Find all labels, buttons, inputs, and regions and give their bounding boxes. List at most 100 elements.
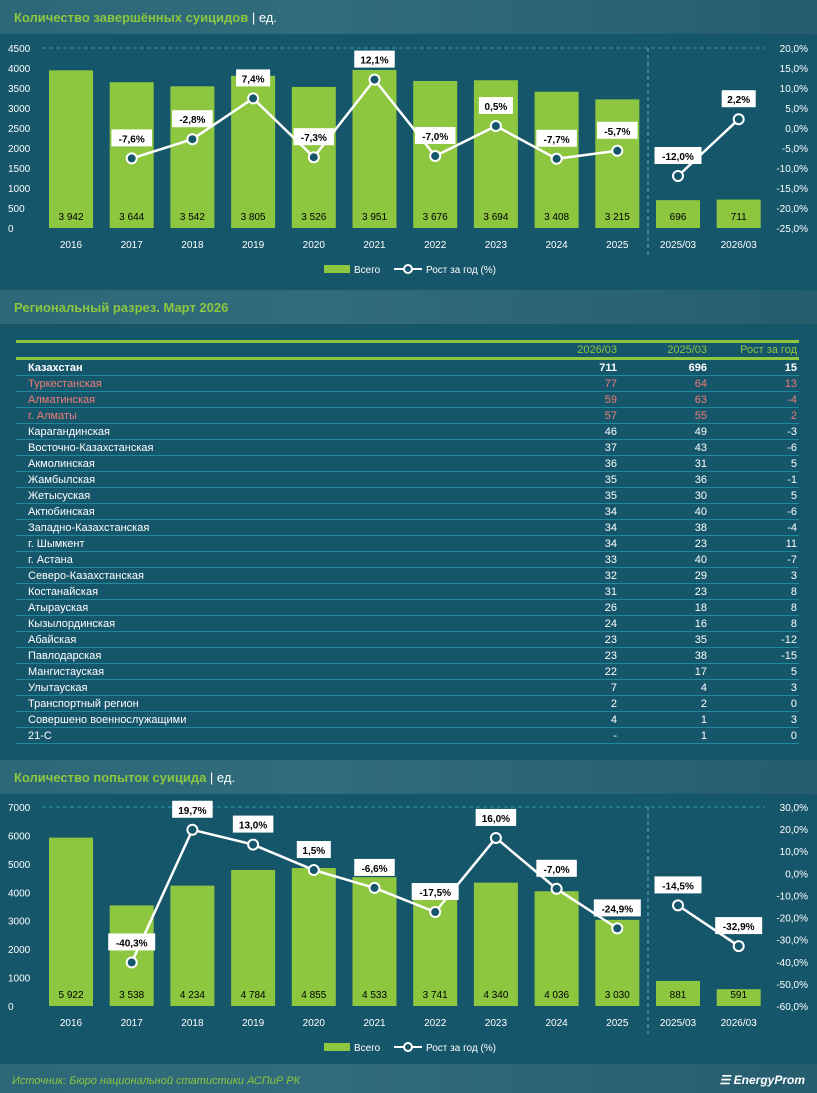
y-tick-label: 500 [8,204,25,215]
bar-value-label: 4 234 [180,990,205,1001]
y-tick-label: 1500 [8,164,31,175]
y2-tick-label: -15,0% [776,184,808,195]
x-tick-label: 2026/03 [721,1018,758,1029]
growth-label: 16,0% [482,814,510,825]
y-tick-label: 0 [8,1002,14,1013]
table-cell: 43 [619,439,709,456]
y2-tick-label: -20,0% [776,914,808,925]
table-cell: Кызылординская [16,615,535,632]
growth-point [489,831,502,844]
growth-label: -6,6% [361,864,387,875]
table-row: Жетысуская 35 30 5 [16,487,799,504]
table-cell: 2 [709,407,799,424]
table-cell: -15 [709,647,799,664]
table-row: Жамбылская 35 36 -1 [16,471,799,488]
table-cell: 13 [709,375,799,392]
chart2-title: Количество попыток суицида [14,770,207,785]
bar-value-label: 3 676 [423,212,448,223]
table-row: 21-С -1 0 [16,727,799,744]
growth-point [186,823,199,836]
x-tick-label: 2019 [242,240,265,251]
growth-point [125,152,138,165]
data-label-box [721,90,756,108]
y2-tick-label: -10,0% [776,891,808,902]
y-tick-label: 6000 [8,831,31,842]
growth-label: -14,5% [662,881,694,892]
table-row: Карагандинская 46 49 -3 [16,423,799,440]
x-tick-label: 2025/03 [660,240,697,251]
x-tick-label: 2023 [485,240,508,251]
growth-label: 7,4% [242,74,265,85]
bar-value-label: 3 942 [58,212,83,223]
legend-bar-label: Всего [354,1043,381,1054]
bar-value-label: 3 644 [119,212,144,223]
bar-value-label: 3 215 [605,212,630,223]
y2-tick-label: 5,0% [785,104,808,115]
table-cell: 38 [619,519,709,536]
table-cell: Восточно-Казахстанская [16,439,535,456]
table-cell: 23 [535,647,619,664]
y2-tick-label: -60,0% [776,1002,808,1013]
bar-value-label: 591 [730,990,747,1001]
y2-tick-label: 30,0% [780,803,808,814]
table-row: Совершено военнослужащими 4 1 3 [16,711,799,728]
x-tick-label: 2026/03 [721,240,758,251]
growth-label: -7,7% [544,135,570,146]
table-row: Абайская 23 35 -12 [16,631,799,648]
y-tick-label: 7000 [8,803,31,814]
bar [595,99,640,229]
x-tick-label: 2020 [303,1018,326,1029]
bar-value-label: 3 805 [241,212,266,223]
bar-value-label: 3 030 [605,990,630,1001]
x-tick-label: 2018 [181,240,204,251]
table-row: Акмолинская 36 31 5 [16,455,799,472]
growth-line [677,904,740,948]
table-cell: 11 [709,535,799,552]
table-title: Региональный разрез. Март 2026 [14,300,229,315]
growth-point [307,151,320,164]
data-label-box [172,110,213,128]
y2-tick-label: -50,0% [776,980,808,991]
table-cell: -3 [709,423,799,440]
growth-point [247,838,260,851]
bar-value-label: 4 784 [241,990,266,1001]
x-tick-label: 2017 [121,240,144,251]
table-cell: 7 [535,679,619,696]
x-tick-label: 2025 [606,1018,629,1029]
table-row: Транспортный регион 2 2 0 [16,695,799,712]
bar [656,200,700,228]
table-cell: 8 [709,599,799,616]
table-cell: 37 [535,439,619,456]
table-cell: -7 [709,551,799,568]
table-cell: 22 [535,663,619,680]
table-cell: 31 [619,455,709,472]
table-cell: Атырауская [16,599,535,616]
table-cell: Западно-Казахстанская [16,519,535,536]
table-cell: 30 [619,487,709,504]
y2-tick-label: -40,0% [776,958,808,969]
bar-value-label: 4 036 [544,990,569,1001]
table-cell: -1 [709,471,799,488]
table-cell: Казахстан [16,358,535,376]
table-cell: 40 [619,503,709,520]
x-tick-label: 2025/03 [660,1018,697,1029]
y2-tick-label: 10,0% [780,84,808,95]
table-cell: 77 [535,375,619,392]
y2-tick-label: -10,0% [776,164,808,175]
y2-tick-label: -20,0% [776,204,808,215]
table-header-band: Региональный разрез. Март 2026 [0,290,817,324]
x-tick-label: 2021 [363,240,386,251]
legend-bar-label: Всего [354,265,381,276]
table-cell: Костанайская [16,583,535,600]
data-label-box [411,883,459,901]
growth-point [732,113,745,126]
growth-point [368,881,381,894]
source-text: Источник: Бюро национальной статистики А… [12,1075,301,1087]
footer [0,1064,817,1093]
x-tick-label: 2016 [60,1018,83,1029]
chart2-header: Количество попыток суицида | ед. [0,760,817,794]
table-cell: 4 [619,679,709,696]
table-cell: 4 [535,711,619,728]
growth-point [611,144,624,157]
table-row: Атырауская 26 18 8 [16,599,799,616]
